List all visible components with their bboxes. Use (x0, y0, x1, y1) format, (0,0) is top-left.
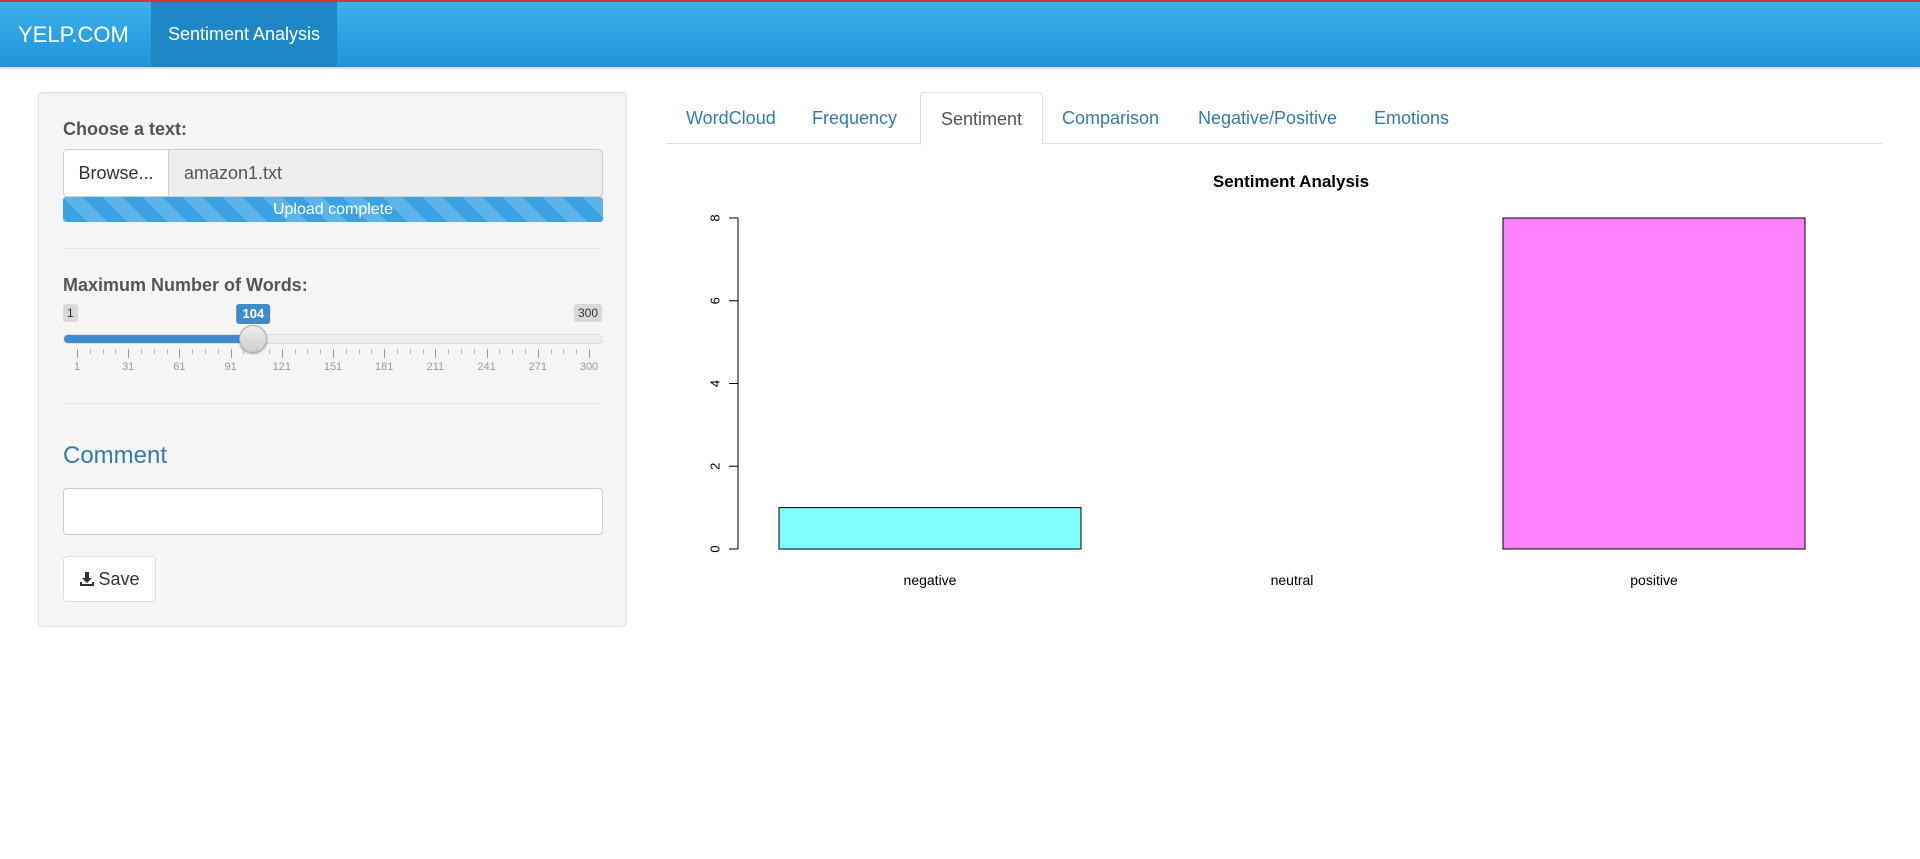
slider-tick-label: 91 (224, 361, 237, 373)
brand-link[interactable]: YELP.COM (18, 22, 129, 47)
tab-sentiment[interactable]: Sentiment (920, 92, 1044, 145)
slider-track[interactable] (63, 334, 603, 344)
file-input-group: Browse... amazon1.txt (63, 149, 603, 197)
upload-status-text: Upload complete (272, 201, 394, 218)
upload-progress-bar: Upload complete (63, 197, 603, 222)
slider-tick-label: 1 (73, 361, 81, 373)
tab-emotions[interactable]: Emotions (1374, 108, 1450, 128)
slider-minor-tick (141, 349, 142, 354)
slider-tick-label: 121 (272, 361, 291, 373)
slider-tick (589, 349, 590, 358)
slider-minor-tick (320, 349, 322, 354)
slider-tick (128, 349, 130, 358)
slider-max-label: 300 (573, 304, 602, 322)
tab-negative-positive[interactable]: Negative/Positive (1198, 108, 1338, 128)
slider-tick-label: 181 (375, 361, 394, 373)
slider-minor-tick (409, 349, 411, 354)
x-axis-labels: negative neutral positive (904, 572, 1678, 588)
slider-minor-tick (89, 349, 91, 354)
slider-minor-tick (217, 349, 219, 354)
slider-tick-label: 61 (173, 361, 186, 373)
save-button-label: Save (98, 569, 140, 589)
slider-minor-tick (550, 349, 552, 354)
bar-positive (1502, 217, 1806, 550)
slider-minor-tick (525, 349, 526, 354)
slider-minor-tick (102, 349, 104, 354)
slider-tick (77, 349, 78, 358)
comment-input[interactable] (63, 488, 603, 535)
bar-negative (778, 507, 1082, 550)
slider-minor-tick (576, 349, 578, 354)
slider-minor-tick (512, 349, 514, 354)
slider-minor-tick (294, 349, 296, 354)
slider-minor-tick (499, 349, 501, 354)
slider-tick-label: 271 (528, 361, 547, 373)
chart-title: Sentiment Analysis (1213, 172, 1369, 191)
slider-minor-tick (371, 349, 373, 354)
y-axis: 0 2 4 6 8 (707, 214, 739, 553)
slider-tick (230, 349, 232, 358)
y-tick-label: 2 (707, 463, 722, 470)
y-tick-label: 0 (707, 545, 722, 552)
slider-tick-label: 31 (122, 361, 135, 373)
navbar: YELP.COM Sentiment Analysis (0, 0, 1920, 67)
comment-title: Comment (63, 442, 168, 469)
slider-tick-label: 300 (579, 361, 599, 373)
divider (63, 248, 603, 249)
slider-minor-tick (358, 349, 360, 354)
tab-frequency[interactable]: Frequency (812, 108, 898, 128)
slider-minor-tick (461, 349, 462, 354)
slider-minor-tick (345, 349, 347, 354)
slider-label: Maximum Number of Words: (63, 275, 308, 295)
slider-tick (179, 349, 181, 358)
slider-tick-label: 151 (323, 361, 343, 373)
slider-tick (384, 349, 386, 358)
chart-bars (778, 217, 1806, 550)
slider-minor-tick (115, 349, 117, 354)
browse-button[interactable]: Browse... (64, 150, 169, 196)
slider-tick-label: 211 (426, 361, 445, 373)
tab-bar: WordCloud Frequency Sentiment Comparison… (666, 92, 1882, 145)
slider-minor-tick (205, 349, 206, 354)
file-name-field[interactable]: amazon1.txt (184, 163, 283, 183)
slider-minor-tick (269, 349, 270, 354)
slider-minor-tick (448, 349, 450, 354)
slider-minor-tick (397, 349, 398, 354)
tab-comparison[interactable]: Comparison (1062, 108, 1160, 128)
slider-tick (435, 349, 437, 358)
slider-tick (537, 349, 539, 358)
tab-wordcloud[interactable]: WordCloud (686, 108, 776, 128)
slider-tick (486, 349, 488, 358)
slider-minor-tick (243, 349, 245, 354)
sidebar-panel: Choose a text: Browse... amazon1.txt Upl… (38, 92, 627, 627)
slider-bar (64, 335, 255, 343)
y-tick-label: 6 (707, 297, 722, 304)
slider-minor-tick (473, 349, 475, 354)
slider-minor-tick (192, 349, 194, 354)
slider-tick (333, 349, 334, 358)
save-button[interactable]: Save (63, 556, 156, 602)
x-tick-label-neutral: neutral (1271, 572, 1314, 588)
y-tick-label: 4 (707, 380, 722, 387)
slider-handle[interactable] (239, 325, 268, 353)
slider-minor-tick (256, 349, 258, 354)
sentiment-bar-chart: Sentiment Analysis 0 2 4 6 8 negative neutral… (707, 172, 1806, 588)
x-tick-label-positive: positive (1630, 572, 1678, 588)
slider-minor-tick (153, 349, 155, 354)
slider-min-label: 1 (63, 304, 78, 322)
slider-minor-tick (422, 349, 424, 354)
slider-minor-tick (166, 349, 168, 354)
x-tick-label-negative: negative (904, 572, 957, 588)
divider (63, 403, 603, 404)
slider-minor-tick (307, 349, 309, 354)
slider-tick-label: 241 (477, 361, 496, 373)
slider-tick (281, 349, 283, 358)
y-tick-label: 8 (707, 214, 722, 221)
nav-item-sentiment-analysis[interactable]: Sentiment Analysis (151, 2, 337, 67)
file-input-label: Choose a text: (63, 119, 188, 139)
slider-minor-tick (563, 349, 565, 354)
slider-value-label: 104 (236, 304, 271, 324)
download-icon (80, 572, 95, 586)
